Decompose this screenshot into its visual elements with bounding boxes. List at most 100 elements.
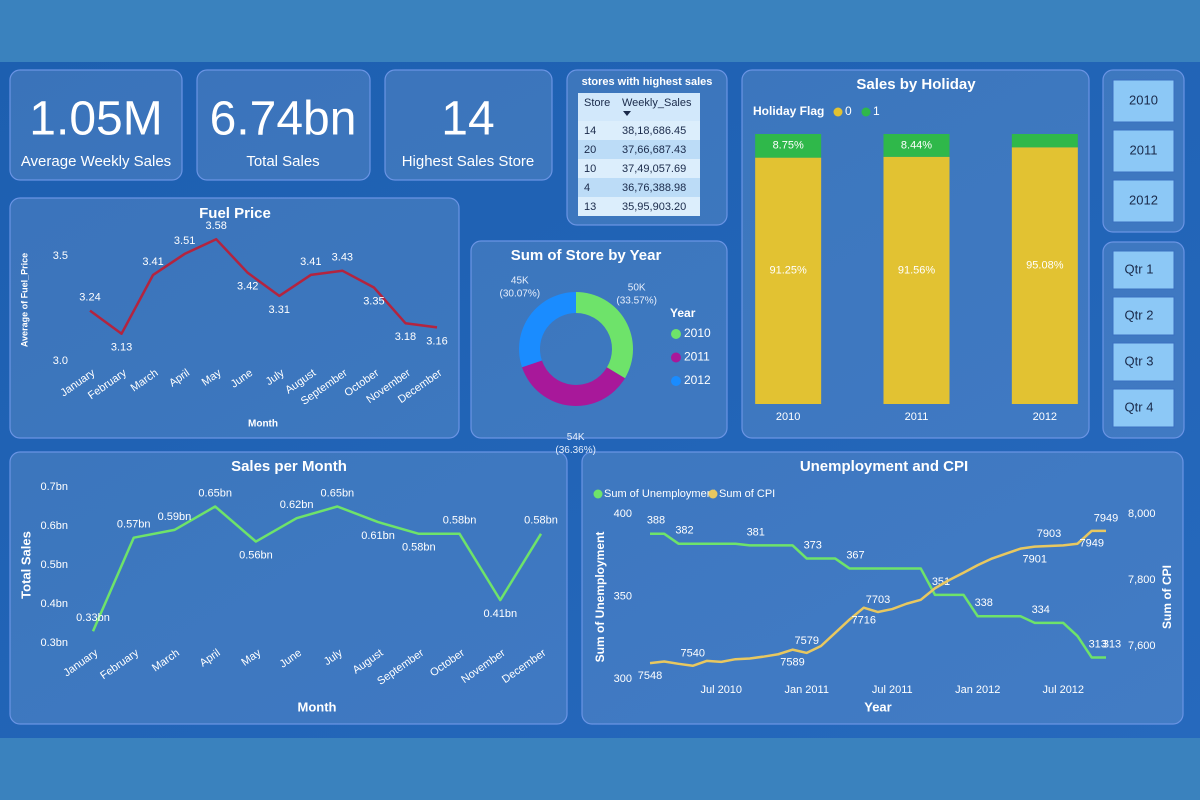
y2-tick-label: 7,600 bbox=[1128, 640, 1156, 652]
table-row bbox=[578, 178, 700, 197]
data-label: 382 bbox=[675, 525, 693, 537]
y-tick-label: 0.3bn bbox=[40, 637, 68, 649]
data-label: 0.58bn bbox=[524, 515, 558, 527]
year-button[interactable] bbox=[1112, 79, 1175, 123]
data-label: 7589 bbox=[780, 657, 804, 669]
legend-label: 2010 bbox=[684, 326, 711, 340]
legend-title: Holiday Flag bbox=[753, 104, 824, 118]
card-value: 6.74bn bbox=[210, 93, 357, 146]
table-header bbox=[578, 93, 700, 121]
table-header-cell: Store bbox=[584, 97, 610, 109]
quarter-button-label[interactable]: Qtr 2 bbox=[1125, 307, 1154, 322]
table-row bbox=[578, 159, 700, 178]
year-button-label[interactable]: 2010 bbox=[1129, 92, 1158, 107]
bar-segment bbox=[755, 157, 822, 404]
y-tick-label: 0.7bn bbox=[40, 481, 68, 493]
quarter-button-label[interactable]: Qtr 4 bbox=[1125, 399, 1154, 414]
year-button-label[interactable]: 2011 bbox=[1130, 142, 1158, 157]
bar-segment bbox=[883, 156, 950, 404]
legend-marker bbox=[671, 376, 681, 386]
table-header-cell: Weekly_Sales bbox=[622, 97, 692, 109]
data-label: 313 bbox=[1089, 638, 1107, 650]
chart-title: Fuel Price bbox=[199, 205, 271, 222]
legend-marker bbox=[593, 489, 603, 499]
data-label: 367 bbox=[846, 549, 864, 561]
quarter-button-label[interactable]: Qtr 3 bbox=[1125, 353, 1154, 368]
legend-label: 0 bbox=[845, 104, 852, 118]
top-band bbox=[0, 0, 1200, 62]
data-label: 3.18 bbox=[395, 331, 416, 343]
data-label: 0.61bn bbox=[361, 530, 395, 542]
data-label: 3.43 bbox=[332, 252, 353, 264]
x-axis-label: Month bbox=[248, 419, 278, 430]
data-label: 0.59bn bbox=[158, 511, 192, 523]
x-axis-label: Year bbox=[864, 699, 891, 714]
slice-percent-label: (30.07%) bbox=[500, 289, 541, 300]
y-tick-label: 0.4bn bbox=[40, 598, 68, 610]
data-label: 381 bbox=[747, 526, 765, 538]
data-label: 0.65bn bbox=[198, 487, 232, 499]
x-tick-label: 2011 bbox=[905, 411, 929, 423]
data-label: 7903 bbox=[1037, 528, 1061, 540]
data-label: 0.33bn bbox=[76, 612, 110, 624]
data-label: 7949 bbox=[1080, 538, 1104, 550]
chart-title: Sales by Holiday bbox=[856, 76, 976, 93]
legend-label: Sum of CPI bbox=[719, 488, 775, 500]
year-button-label[interactable]: 2012 bbox=[1129, 192, 1158, 207]
table-cell: 38,18,686.45 bbox=[622, 125, 686, 137]
x-tick-label: Jul 2010 bbox=[700, 684, 742, 696]
y-axis-label: Total Sales bbox=[18, 531, 33, 599]
x-tick-label: 2010 bbox=[776, 411, 800, 423]
y-tick-label: 0.6bn bbox=[40, 520, 68, 532]
table-cell: 37,66,687.43 bbox=[622, 144, 686, 156]
panel bbox=[9, 69, 183, 181]
data-label: 3.13 bbox=[111, 342, 132, 354]
legend-label: 1 bbox=[873, 104, 880, 118]
panel bbox=[384, 69, 553, 181]
y-tick-label: 0.5bn bbox=[40, 559, 68, 571]
card-label: Average Weekly Sales bbox=[21, 153, 171, 170]
data-label: 7703 bbox=[866, 594, 890, 606]
quarter-button[interactable] bbox=[1112, 342, 1175, 382]
legend-marker bbox=[708, 489, 718, 499]
data-label: 7548 bbox=[638, 670, 662, 682]
x-axis-label: Month bbox=[298, 699, 337, 714]
data-label: 0.65bn bbox=[321, 487, 355, 499]
data-label: 8.44% bbox=[901, 139, 932, 151]
panel bbox=[9, 451, 568, 725]
table-cell: 4 bbox=[584, 182, 590, 194]
data-label: 7949 bbox=[1094, 513, 1118, 525]
data-label: 338 bbox=[975, 597, 993, 609]
data-label: 0.41bn bbox=[483, 608, 517, 620]
data-label: 3.24 bbox=[79, 292, 100, 304]
line bbox=[649, 529, 1106, 668]
legend-marker bbox=[861, 107, 871, 117]
table-row bbox=[578, 197, 700, 216]
panel bbox=[581, 451, 1184, 725]
x-tick-label: 2012 bbox=[1033, 411, 1057, 423]
bar-segment bbox=[1011, 147, 1078, 404]
data-label: 3.51 bbox=[174, 235, 195, 247]
data-label: 91.25% bbox=[770, 265, 808, 277]
data-label: 0.62bn bbox=[280, 499, 314, 511]
quarter-button[interactable] bbox=[1112, 296, 1175, 336]
legend-title: Year bbox=[670, 306, 696, 320]
legend-marker bbox=[671, 352, 681, 363]
legend-marker bbox=[671, 329, 681, 339]
bar-segment bbox=[883, 134, 950, 157]
table-cell: 20 bbox=[584, 144, 596, 156]
line bbox=[91, 505, 543, 632]
x-tick-label: Jul 2011 bbox=[872, 684, 913, 696]
data-label: 0.57bn bbox=[117, 519, 151, 531]
quarter-button[interactable] bbox=[1112, 388, 1175, 428]
y-tick-label: 3.5 bbox=[53, 250, 68, 262]
card-value: 1.05M bbox=[29, 93, 162, 146]
table-row bbox=[578, 121, 700, 140]
slice-value-label: 50K bbox=[628, 283, 646, 294]
line bbox=[89, 237, 438, 335]
quarter-button[interactable] bbox=[1112, 250, 1175, 290]
year-button[interactable] bbox=[1112, 179, 1175, 223]
year-button[interactable] bbox=[1112, 129, 1175, 173]
data-label: 7716 bbox=[852, 615, 876, 627]
quarter-button-label[interactable]: Qtr 1 bbox=[1125, 261, 1154, 276]
